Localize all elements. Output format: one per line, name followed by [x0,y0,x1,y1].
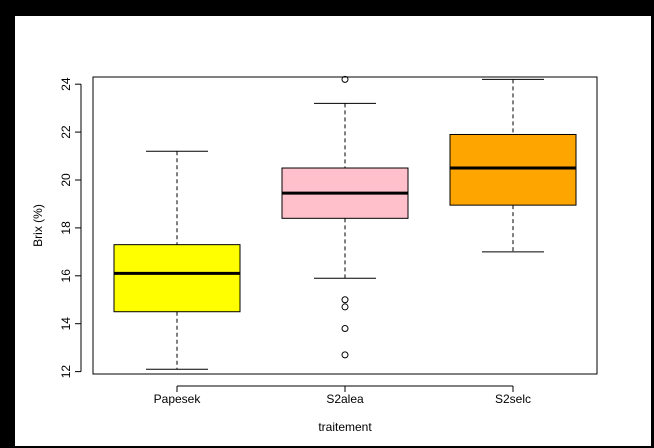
box-S2alea [281,75,409,359]
box-iqr [113,244,241,313]
outlier-point [341,351,349,359]
outlier-point [341,75,349,83]
outlier-point [341,324,349,332]
x-tick-label: Papesek [154,392,202,406]
plot-area-border [92,76,598,375]
y-axis-title: Brix (%) [31,204,45,247]
outlier-point [341,296,349,304]
y-tick-label: 22 [59,125,73,139]
outlier-point [341,303,349,311]
boxes-group [113,75,577,370]
x-axis: Papesek S2alea S2selc [154,385,531,406]
box-Papesek [113,150,241,370]
x-tick-label: S2alea [326,392,364,406]
box-iqr [449,133,577,206]
y-tick-label: 12 [59,365,73,379]
y-tick-label: 16 [59,269,73,283]
y-axis: 12 14 16 18 20 22 24 [59,77,82,379]
y-tick-label: 20 [59,173,73,187]
y-tick-label: 18 [59,221,73,235]
x-axis-title: traitement [318,420,372,434]
box-S2selc [449,78,577,253]
y-tick-label: 14 [59,317,73,331]
x-tick-label: S2selc [495,392,531,406]
y-tick-label: 24 [59,77,73,91]
